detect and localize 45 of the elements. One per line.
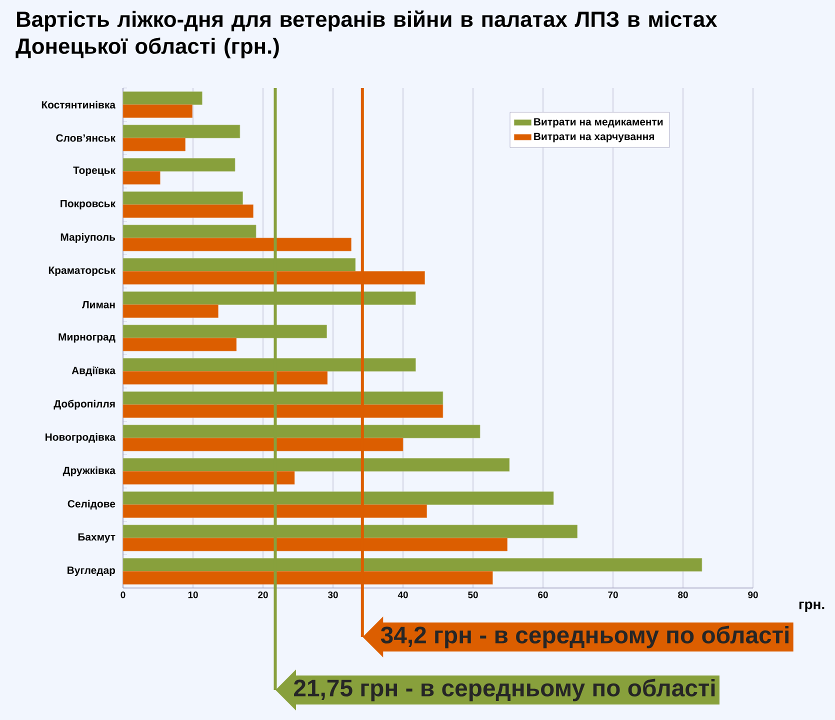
y-tick-label: Вугледар bbox=[68, 566, 116, 576]
bar bbox=[122, 371, 328, 385]
y-tick-label: Лиман bbox=[82, 301, 115, 308]
y-tick-label: Дружківка bbox=[62, 466, 116, 476]
y-tick-label: Слов’янськ bbox=[56, 134, 116, 142]
bar bbox=[122, 91, 202, 105]
x-tick-label: 70 bbox=[608, 592, 618, 598]
x-tick-label: 20 bbox=[258, 592, 268, 598]
x-tick-label: 80 bbox=[678, 592, 688, 598]
x-tick-label: 90 bbox=[748, 592, 758, 598]
y-tick-label: Бахмут bbox=[78, 533, 116, 543]
y-tick-label: Торецьк bbox=[73, 166, 116, 176]
bar bbox=[122, 204, 254, 218]
ref-line-label: 21,75 грн - в середньому по області bbox=[294, 678, 715, 702]
bar bbox=[122, 124, 240, 138]
bar bbox=[122, 338, 237, 352]
legend-label: Витрати на медикаменти bbox=[534, 118, 663, 128]
x-tick-label: 60 bbox=[538, 592, 548, 598]
bar bbox=[122, 104, 193, 118]
bar bbox=[122, 304, 218, 318]
bar bbox=[122, 171, 160, 185]
y-tick-label: Костянтинівка bbox=[42, 100, 116, 109]
y-tick-label: Добропілля bbox=[54, 400, 115, 410]
x-tick-label: 30 bbox=[328, 592, 338, 598]
bar bbox=[122, 224, 256, 238]
x-tick-label: 10 bbox=[188, 592, 198, 598]
y-tick-label: Селідове bbox=[68, 500, 116, 510]
y-tick-label: Покровськ bbox=[60, 200, 116, 210]
y-tick-label: Краматорськ bbox=[48, 266, 116, 276]
y-tick-label: Мирноград bbox=[58, 333, 116, 343]
ref-line-label: 34,2 грн - в середньому по області bbox=[380, 626, 788, 648]
chart-title: Вартість ліжко-дня для ветеранів війни в палатах ЛПЗ в містах Донецької області (грн.) bbox=[16, 10, 718, 58]
bar bbox=[122, 191, 243, 205]
y-tick-label: Новогродівка bbox=[46, 433, 116, 443]
legend-label: Витрати на харчування bbox=[534, 132, 654, 142]
x-tick-label: 40 bbox=[398, 592, 408, 598]
bar bbox=[122, 238, 352, 252]
bar bbox=[122, 138, 186, 152]
x-axis-title: грн. bbox=[799, 602, 824, 612]
bar bbox=[122, 158, 236, 172]
bar bbox=[122, 471, 295, 485]
x-tick-label: 50 bbox=[468, 592, 478, 598]
y-tick-label: Маріуполь bbox=[60, 233, 116, 243]
x-tick-label: 0 bbox=[120, 592, 126, 598]
y-tick-label: Авдіївка bbox=[72, 366, 116, 376]
